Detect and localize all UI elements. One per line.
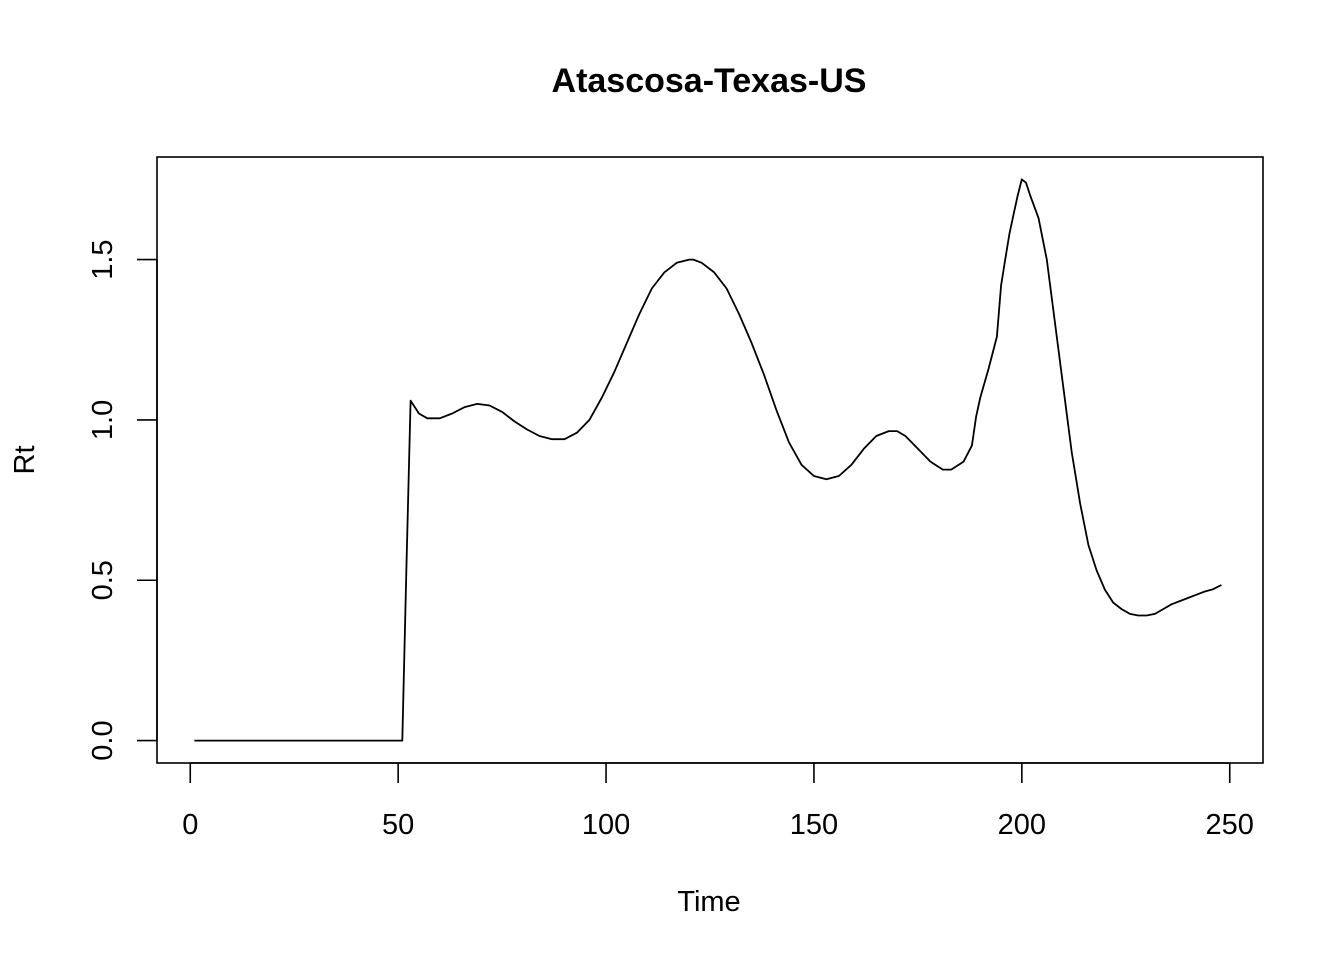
y-axis: 0.0 0.5 1.0 1.5 (87, 239, 158, 761)
x-axis-label: Time (677, 886, 740, 918)
x-tick-label: 50 (382, 809, 414, 841)
y-axis-label: Rt (9, 446, 41, 475)
series-layer (194, 178, 1222, 742)
chart-title: Atascosa-Texas-US (552, 62, 867, 100)
x-tick-label: 200 (998, 809, 1046, 841)
x-tick-label: 0 (182, 809, 198, 841)
plot-frame (156, 156, 1264, 764)
y-tick-label: 1.0 (87, 400, 119, 440)
x-tick-label: 100 (582, 809, 630, 841)
x-axis: 0 50 100 150 200 250 (182, 762, 1254, 841)
x-tick-label: 150 (790, 809, 838, 841)
y-tick-label: 0.5 (87, 560, 119, 600)
x-tick-label: 250 (1206, 809, 1254, 841)
y-tick-label: 1.5 (87, 239, 119, 279)
y-tick-label: 0.0 (87, 720, 119, 760)
rt-series-line (194, 178, 1222, 742)
